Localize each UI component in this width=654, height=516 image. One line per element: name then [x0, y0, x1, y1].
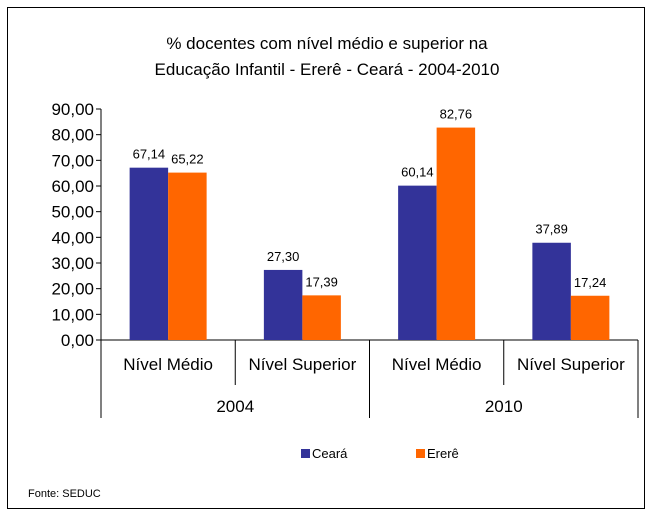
- data-label: 27,30: [267, 249, 300, 264]
- y-tick-label: 90,00: [51, 100, 94, 119]
- data-label: 82,76: [440, 107, 473, 122]
- x-tick-label: Nível Superior: [517, 355, 625, 374]
- legend-item-ceara: Ceará: [301, 446, 347, 461]
- bar-ceara: [532, 242, 571, 340]
- y-tick-label: 20,00: [51, 280, 94, 299]
- legend-item-erere: Ererê: [416, 446, 459, 461]
- data-label: 67,14: [133, 147, 166, 162]
- chart-subtitle: Educação Infantil - Ererê - Ceará - 2004…: [154, 60, 500, 79]
- bar-erere: [302, 295, 341, 340]
- legend-swatch-erere: [416, 449, 425, 458]
- legend-label-erere: Ererê: [427, 446, 459, 461]
- y-tick-label: 40,00: [51, 228, 94, 247]
- bar-ceara: [398, 185, 437, 340]
- x-tick-label: Nível Superior: [249, 355, 357, 374]
- y-tick-label: 50,00: [51, 203, 94, 222]
- y-tick-label: 60,00: [51, 177, 94, 196]
- bar-erere: [168, 172, 207, 340]
- data-label: 37,89: [535, 222, 568, 237]
- y-tick-label: 80,00: [51, 126, 94, 145]
- legend-swatch-ceara: [301, 449, 310, 458]
- y-tick-label: 30,00: [51, 254, 94, 273]
- y-tick-label: 10,00: [51, 305, 94, 324]
- x-tick-label: Nível Médio: [392, 355, 482, 374]
- chart-title: % docentes com nível médio e superior na: [166, 34, 488, 53]
- bar-erere: [570, 295, 610, 340]
- x-group-label: 2004: [216, 397, 254, 416]
- bar-erere: [436, 127, 476, 340]
- y-tick-label: 0,00: [61, 331, 94, 350]
- bar-ceara: [263, 269, 303, 340]
- source-note: Fonte: SEDUC: [28, 488, 101, 500]
- x-group-label: 2010: [485, 397, 523, 416]
- legend-label-ceara: Ceará: [312, 446, 348, 461]
- data-label: 17,39: [305, 274, 338, 289]
- data-label: 65,22: [171, 152, 204, 167]
- y-tick-label: 70,00: [51, 151, 94, 170]
- data-label: 17,24: [574, 275, 607, 290]
- x-tick-label: Nível Médio: [123, 355, 213, 374]
- data-label: 60,14: [401, 165, 434, 180]
- bar-ceara: [129, 167, 169, 340]
